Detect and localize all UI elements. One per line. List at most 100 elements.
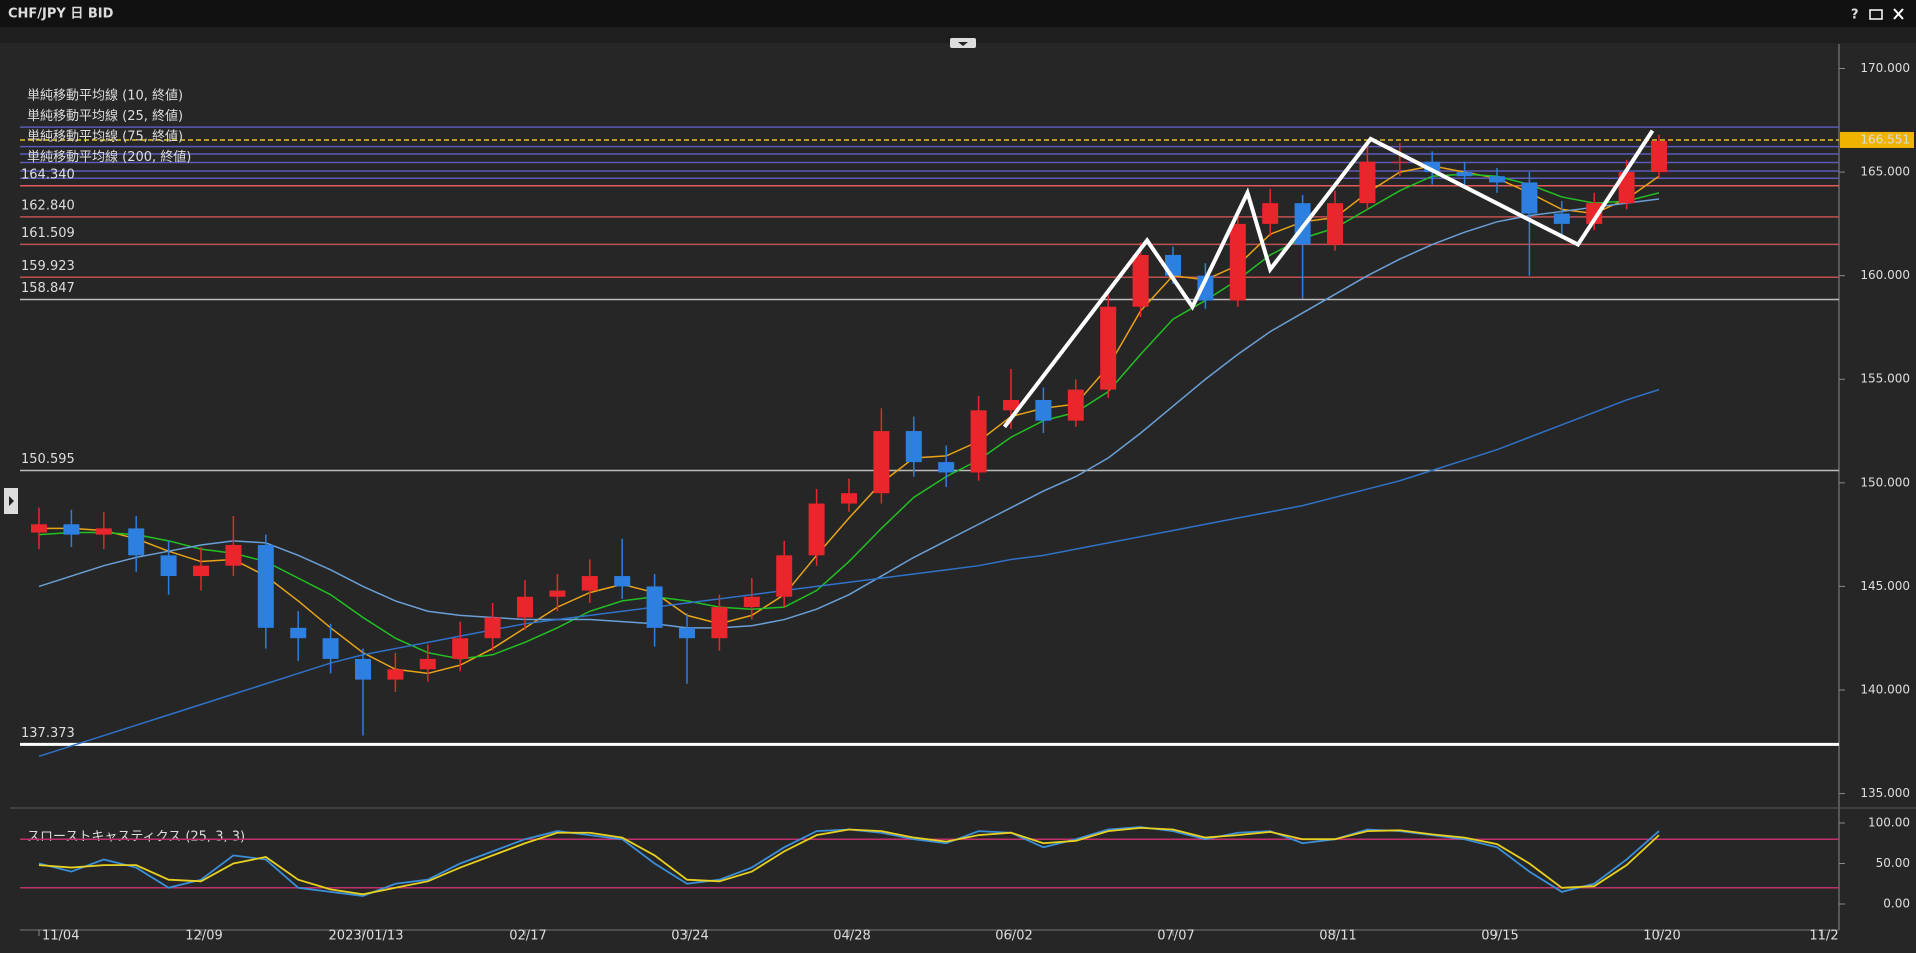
candle-body [1262,203,1279,224]
indicator-title: スローストキャスティクス (25, 3, 3) [27,830,245,845]
candle-body [322,638,339,659]
candle-body [1359,161,1376,204]
x-tick-label: 09/15 [1481,929,1518,944]
candle-body [1586,203,1603,224]
series-line [38,826,1660,896]
candle-body [1035,399,1052,421]
level-label: 161.509 [21,226,75,241]
legend-entry: 単純移動平均線 (10, 終値) [27,88,183,104]
x-tick-label: 04/28 [833,929,870,944]
toolbar [0,27,1916,43]
series-line [39,165,1660,675]
y-tick-label: 0.00 [1883,897,1910,911]
candle-body [355,658,371,680]
candle-body [128,528,145,556]
candle-body [387,669,404,680]
y-tick-label: 50.00 [1876,856,1910,870]
candle-body [290,627,307,639]
series-line [38,198,1660,629]
x-tick-label: 02/17 [509,929,546,944]
candle-body [160,555,177,577]
candle-body [1489,176,1505,183]
candle-body [225,544,242,566]
level-label: 158.847 [21,281,75,296]
restore-button[interactable] [1869,9,1883,20]
x-tick-label: 07/07 [1157,929,1194,944]
candle-body [452,638,469,659]
pattern-line [1002,129,1655,429]
y-tick-label: 160.000 [1860,268,1910,282]
y-tick-label: 155.000 [1860,372,1910,386]
y-tick-label: 145.000 [1860,579,1910,593]
close-button[interactable] [1893,8,1904,20]
candle-body [484,617,501,639]
help-button[interactable]: ? [1851,8,1859,23]
last-price-label: 166.551 [1860,132,1910,146]
candle-body [905,431,922,463]
candle-body [193,565,209,577]
level-label: 164.340 [21,167,75,182]
candle-body [1553,213,1570,224]
y-tick-label: 170.000 [1860,61,1910,75]
candle-body [808,503,825,556]
candle-body [938,462,955,473]
candle-body [95,528,112,535]
y-tick-label: 140.000 [1860,682,1910,696]
y-tick-label: 135.000 [1860,786,1910,800]
candle-body [873,431,890,494]
candle-body [841,493,857,504]
collapse-icon [958,42,968,46]
candle-body [581,576,598,591]
candle-body [1424,161,1441,173]
level-label: 159.923 [21,259,75,274]
candle-body [1100,306,1117,390]
series-line [38,388,1660,757]
x-tick-label: 08/11 [1319,929,1356,944]
candle-body [679,627,695,639]
candle-body [1229,223,1246,301]
title-bar [0,0,1916,27]
candle-body [1003,399,1019,411]
last-price-box [1840,131,1914,148]
candle-body [1456,172,1473,177]
candle-body [31,524,47,533]
x-tick-label: 12/09 [185,929,222,944]
candle-body [776,555,793,597]
candle-body [419,658,436,670]
candle-body [646,586,663,628]
x-tick-label: 10/20 [1643,929,1680,944]
candle-body [743,596,760,608]
level-label: 150.595 [21,452,75,467]
legend-entry: 単純移動平均線 (200, 終値) [27,149,191,165]
candle-body [549,590,566,597]
y-tick-label: 150.000 [1860,475,1910,489]
level-label: 162.840 [21,198,75,213]
series-line [38,173,1660,660]
candle-body [1327,203,1343,245]
y-tick-label: 165.000 [1860,165,1910,179]
window-title: CHF/JPY 日 BID [8,7,114,22]
candle-body [517,596,533,618]
legend-entry: 単純移動平均線 (25, 終値) [27,108,183,124]
y-tick-label: 100.00 [1868,816,1910,830]
candle-body [614,576,631,587]
candle-body [63,524,80,535]
x-tick-label: 11/04 [42,929,79,944]
x-tick-label: 06/02 [995,929,1032,944]
candle-body [1391,161,1408,163]
candle-body [1651,141,1667,173]
candle-body [1132,254,1149,307]
level-label: 137.373 [21,726,75,741]
candle-body [970,410,987,473]
side-toggle-icon [9,496,14,506]
candle-body [257,544,274,628]
candle-body [711,607,728,639]
x-tick-label: 11/2 [1809,929,1838,944]
legend-entry: 単純移動平均線 (75, 終値) [27,129,183,145]
candle-body [1294,203,1311,245]
x-tick-label: 03/24 [671,929,708,944]
x-tick-label: 2023/01/13 [329,929,404,944]
